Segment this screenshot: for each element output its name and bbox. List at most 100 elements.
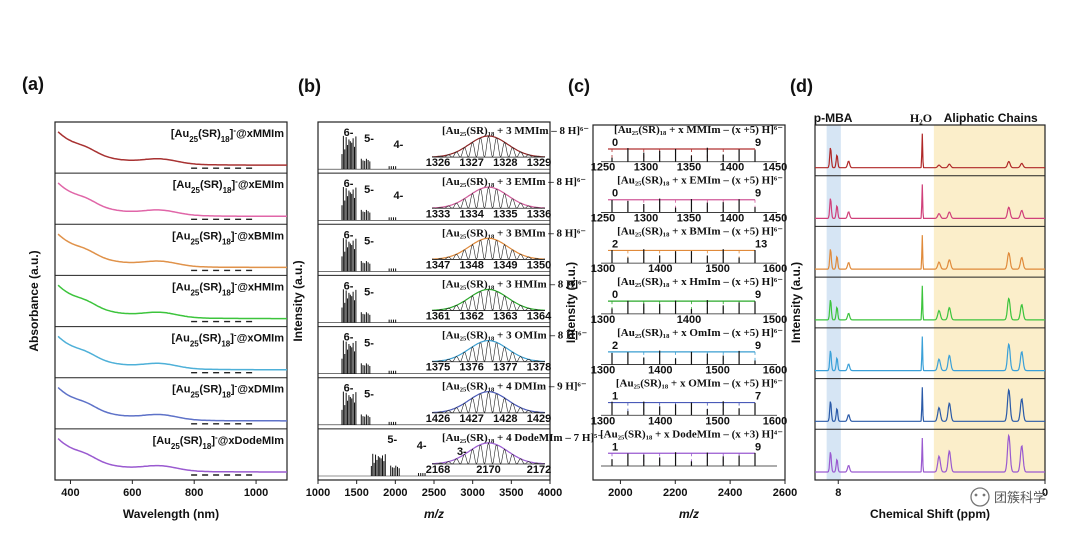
panel-b-inset-tick: 1327 (459, 157, 483, 169)
panel-a-label-part: - (235, 228, 238, 237)
panel-d-spectrum-BMIm (815, 235, 1045, 270)
panel-b-xtick-label: 2500 (422, 487, 446, 499)
panel-a-curve-EMIm (57, 182, 287, 218)
panel-c-sub-tick: 1600 (763, 415, 787, 427)
panel-b-inset-tick: 1378 (527, 362, 551, 374)
panel-b-formula: [Au₂₅(SR)₁₈ + 3 EMIm – 8 H]⁶⁻ (442, 176, 586, 188)
panel-b-charge-label: 4- (394, 139, 404, 151)
wechat-icon (970, 487, 990, 507)
panel-b-charge-label: 6- (344, 280, 354, 292)
panel-a-series-label: [Au25(SR)18]-@xEMIm (173, 177, 284, 195)
panel-a-label-part: - (235, 381, 238, 390)
panel-a-label-part: [Au (171, 128, 189, 140)
panel-b-inset-isotopes (432, 237, 545, 261)
panel-d-pmba-band (826, 125, 841, 480)
panel-a-label-part: 18 (222, 288, 231, 297)
panel-a-curve-BMIm (57, 233, 287, 269)
wechat-eye-icon (974, 493, 978, 497)
panel-b-charge-label: 3- (457, 446, 467, 458)
panel-a-label-part: (SR) (199, 230, 222, 242)
panel-c-sub-tick: 1500 (705, 263, 729, 275)
panel-c-start-label: 2 (612, 238, 618, 250)
panel-b-charge-label: 5- (364, 133, 374, 145)
panel-b-inset-tick: 1329 (527, 157, 551, 169)
panel-c-sub-tick: 1400 (648, 365, 672, 377)
panel-a-curve-DodeMIm (57, 438, 287, 473)
panel-b-inset-tick: 1428 (493, 413, 517, 425)
panel-d-water-label: H₂O (910, 111, 932, 125)
panel-b-inset-tick: 1361 (426, 311, 450, 323)
panel-b-inset-tick: 1335 (493, 208, 517, 220)
watermark-text: 团簇科学 (994, 490, 1046, 506)
panel-d-spectrum-DMIm (815, 387, 1045, 422)
panel-b-formula: [Au₂₅(SR)₁₈ + 4 DMIm – 9 H]⁶⁻ (442, 381, 587, 393)
panel-c-formula: [Au₂₅(SR)₁₈ + x EMIm – (x +5) H]⁶⁻ (617, 175, 783, 187)
panel-a-label-part: 18 (221, 135, 230, 144)
panel-c-formula: [Au₂₅(SR)₁₈ + x OmIm – (x +5) H]⁶⁻ (617, 327, 783, 339)
panel-d-aliphatic-band (933, 125, 1045, 480)
panel-c-xlabel: m/z (679, 507, 699, 521)
panel-b-inset-envelope (431, 391, 546, 414)
panel-c-sub-tick: 1300 (591, 263, 615, 275)
panel-a-label-part: ] (231, 281, 235, 293)
panel-a-label-part: [Au (172, 384, 190, 396)
panel-c-sub-tick: 1600 (763, 263, 787, 275)
panel-a-label-part: ] (231, 179, 235, 191)
panel-c-xtick-label: 2200 (663, 487, 687, 499)
panel-b-xtick-label: 1500 (344, 487, 368, 499)
panel-a-curve-HMIm (57, 284, 287, 320)
panel-a-label-part: ] (231, 230, 235, 242)
panel-b-charge-label: 5- (387, 434, 397, 446)
panel-b-charge-label: 5- (364, 235, 374, 247)
panel-c-end-label: 9 (755, 137, 761, 149)
panel-d-xtick-label: 0 (1042, 487, 1048, 499)
panel-b-inset-tick: 2170 (476, 464, 500, 476)
panel-a-label-part: ] (211, 435, 215, 447)
panel-c-formula: [Au₂₅(SR)₁₈ + x DodeMIm – (x +3) H]⁴⁻ (600, 428, 783, 440)
panel-d-spectrum-MMIm (815, 133, 1045, 169)
panel-b-inset-envelope (432, 237, 545, 260)
panel-c-end-label: 9 (755, 340, 761, 352)
panel-a-label-part: (SR) (180, 435, 203, 447)
panel-c-end-label: 9 (755, 289, 761, 301)
panel-a-label-part: 18 (222, 390, 231, 399)
panel-c-xtick-label: 2600 (773, 487, 797, 499)
panel-d-aliphatic-label: Aliphatic Chains (944, 111, 1038, 125)
panel-c-sub-tick: 1450 (763, 162, 787, 174)
panel-a-label-part: ] (230, 128, 234, 140)
panel-a-label-part: [Au (153, 435, 171, 447)
panel-a-ylabel: Absorbance (a.u.) (27, 250, 41, 351)
panel-c-formula: [Au₂₅(SR)₁₈ + x MMIm – (x +5) H]⁶⁻ (614, 124, 783, 136)
panel-b-formula: [Au₂₅(SR)₁₈ + 4 DodeMIm – 7 H]⁵⁻ (442, 432, 603, 444)
panel-c-formula: [Au₂₅(SR)₁₈ + x OMIm – (x +5) H]⁶⁻ (616, 378, 783, 390)
panel-b-inset-isotopes (432, 441, 545, 465)
panel-b-inset-envelope (431, 135, 546, 158)
panel-c-sub-tick: 1450 (763, 212, 787, 224)
panel-c-end-label: 9 (755, 441, 761, 453)
panel-d-spectrum-HMIm (815, 285, 1045, 321)
panel-c-sub-tick: 1300 (591, 365, 615, 377)
panel-b-formula: [Au₂₅(SR)₁₈ + 3 BMIm – 8 H]⁶⁻ (442, 227, 586, 239)
panel-b-xtick-label: 4000 (538, 487, 562, 499)
panel-c-start-label: 2 (612, 340, 618, 352)
panel-d-spectrum-OMIm (815, 336, 1045, 372)
panel-b-charge-label: 6- (344, 332, 354, 344)
panel-b-inset-envelope (432, 442, 545, 465)
panel-a-label-part: ] (231, 384, 235, 396)
panel-c-sub-tick: 1250 (591, 212, 615, 224)
panel-a-label-part: @xDMIm (237, 384, 284, 396)
panel-b-inset-envelope (432, 186, 545, 209)
panel-a-label-part: 18 (222, 237, 231, 246)
panel-a-label-part: 25 (190, 237, 199, 246)
panel-a-label-part: (SR) (200, 179, 223, 191)
panel-a-xlabel: Wavelength (nm) (123, 507, 219, 521)
panel-b-charge-label: 5- (364, 286, 374, 298)
panel-a-label-part: [Au (172, 333, 190, 345)
panel-b-inset-tick: 1347 (426, 259, 450, 271)
panel-a-label-part: @xMMIm (236, 128, 284, 140)
panel-c-sub-tick: 1400 (720, 212, 744, 224)
panel-c-sub-tick: 1400 (720, 162, 744, 174)
panel-b-inset-envelope (432, 340, 545, 362)
panel-a-label-part: 18 (223, 186, 232, 195)
